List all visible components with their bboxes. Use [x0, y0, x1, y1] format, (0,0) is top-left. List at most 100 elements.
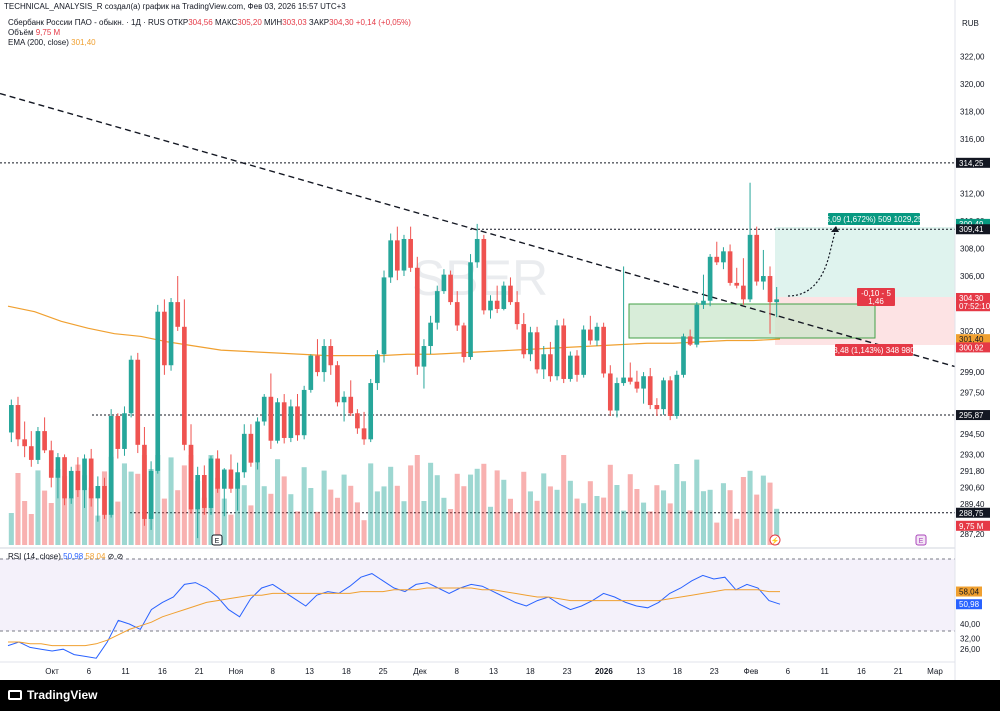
time-tick-label: 21: [894, 667, 903, 676]
price-axis[interactable]: 322,00320,00318,00316,00312,00310,00308,…: [960, 52, 985, 539]
volume-bar: [760, 475, 766, 545]
volume-bar: [261, 486, 267, 545]
volume-bar: [75, 464, 81, 545]
rsi-value-tag-box: [956, 599, 982, 610]
currency-label[interactable]: RUB: [962, 19, 979, 28]
candle-body: [95, 485, 101, 499]
volume-bars: [8, 455, 780, 545]
price-tag-box: [956, 292, 990, 303]
volume-bar: [341, 474, 347, 545]
candle-body: [581, 329, 587, 375]
volume-bar: [394, 485, 400, 545]
volume-bar: [607, 464, 613, 545]
time-tick-label: Мар: [927, 667, 943, 676]
time-tick-label: 25: [379, 667, 388, 676]
candle-body: [208, 458, 214, 508]
candle-body: [674, 374, 680, 417]
candle-body: [241, 433, 247, 473]
candle-body: [654, 405, 660, 410]
rsi-value-tag: 50,98: [959, 600, 980, 609]
legend-volume-row[interactable]: Объём 9,75 M: [8, 28, 411, 38]
legend-low-label: МИН: [264, 18, 283, 27]
candle-body: [361, 428, 367, 440]
volume-bar: [321, 470, 327, 545]
volume-bar: [62, 476, 68, 545]
tradingview-logo[interactable]: TradingView: [8, 688, 97, 702]
event-marker-e-1[interactable]: [211, 534, 223, 546]
candle-body: [261, 396, 267, 422]
volume-bar: [354, 502, 360, 545]
time-tick-label: 18: [342, 667, 351, 676]
candle-body: [601, 326, 606, 374]
volume-bar: [468, 474, 474, 545]
legend-ema-row[interactable]: EMA (200, close) 301,40: [8, 38, 411, 48]
symbol-watermark: SBER: [412, 250, 548, 306]
candle-body: [541, 354, 547, 370]
candle-body: [88, 458, 94, 499]
candle-body: [401, 238, 407, 271]
volume-bar: [22, 501, 28, 545]
candle-body: [448, 274, 453, 303]
rsi-tick-label: 40,00: [960, 620, 981, 629]
volume-bar: [674, 464, 680, 545]
price-tick-label: 308,00: [960, 245, 985, 254]
legend-high-label: МАКС: [214, 18, 238, 27]
volume-bar: [361, 520, 367, 545]
candle-body: [315, 355, 320, 373]
candle-body: [641, 376, 646, 389]
volume-bar: [221, 498, 227, 545]
candle-body: [115, 416, 121, 449]
time-tick-label: 18: [673, 667, 682, 676]
candle-body: [228, 469, 234, 489]
rsi-legend[interactable]: RSI (14, close) 50,98 58,04 ⊘ ⊘: [8, 552, 123, 561]
price-tag-box: [956, 218, 990, 229]
candle-body: [741, 285, 746, 300]
tradingview-logo-icon: [8, 690, 22, 700]
volume-bar: [314, 511, 320, 545]
price-tag: 300,92: [959, 343, 984, 352]
demand-zone[interactable]: [628, 303, 876, 339]
candle-body: [42, 431, 47, 451]
candle-body: [627, 377, 633, 382]
horizontal-levels: [0, 162, 955, 514]
volume-bar: [248, 505, 254, 545]
candle-body: [594, 326, 600, 341]
rsi-value-tag-box: [956, 586, 982, 597]
volume-bar: [35, 470, 41, 545]
candle-body: [275, 402, 280, 441]
candle-body: [15, 405, 21, 440]
volume-bar: [308, 488, 314, 545]
candle-body: [754, 234, 760, 282]
time-axis[interactable]: Окт 6 11 16 21 Ноя 8 13 18 25 Дек 8 13 18 23 2026 13 18 23…: [45, 667, 943, 676]
stop-label-box: [857, 288, 895, 306]
candle-body: [255, 421, 260, 463]
trendline: [0, 92, 956, 368]
volume-bar: [727, 490, 733, 545]
volume-bar: [527, 491, 533, 545]
legend-close-value: 304,30: [329, 18, 354, 27]
rsi-value-tag: 58,04: [959, 588, 980, 597]
legend-title[interactable]: Сбербанк России ПАО - обыкн. · 1Д · RUS: [8, 18, 165, 27]
time-tick-label: 13: [305, 667, 314, 676]
rsi-legend-ma-value: 58,04: [85, 552, 106, 561]
legend-volume-value: 9,75 M: [35, 28, 61, 37]
ema-line: [7, 305, 781, 357]
candle-body: [188, 444, 194, 510]
price-tick-label: 293,00: [960, 450, 985, 459]
volume-bar: [720, 483, 726, 545]
rsi-lines: [7, 573, 781, 659]
time-tick-label: 6: [786, 667, 791, 676]
lightning-icon[interactable]: [769, 534, 781, 546]
candle-body: [548, 354, 553, 377]
volume-bar: [441, 497, 447, 545]
time-tick-label: Ноя: [229, 667, 244, 676]
legend-ohlc-row: Сбербанк России ПАО - обыкн. · 1Д · RUS …: [8, 18, 411, 28]
candle-body: [521, 324, 527, 355]
rsi-line: [7, 573, 781, 659]
event-marker-e-2[interactable]: [915, 534, 927, 546]
candle-body: [68, 470, 74, 499]
volume-bar: [42, 490, 48, 545]
target-zone[interactable]: [775, 227, 955, 297]
candle-body: [321, 346, 327, 373]
time-tick-label: 16: [158, 667, 167, 676]
